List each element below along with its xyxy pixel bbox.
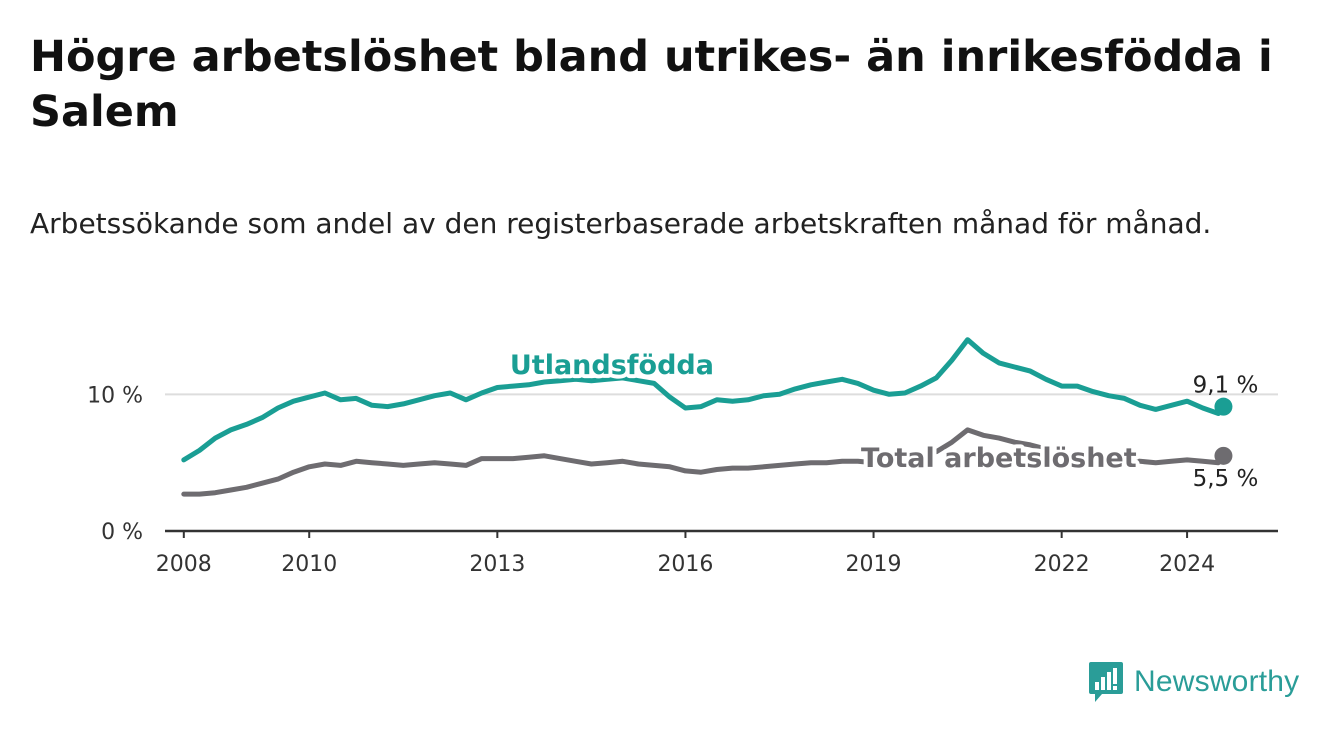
newsworthy-logo: Newsworthy [1088,660,1299,704]
line-chart: 0 % 10 % 2008 2010 2013 2016 2019 2022 2024 9,1 … [87,337,1278,577]
end-value-label-foreign: 9,1 % [1193,373,1259,399]
chart-subtitle: Arbetssökande som andel av den registerb… [30,207,1212,240]
axis-layer: 0 % 10 % 2008 2010 2013 2016 2019 2022 2024 [87,383,1278,577]
chart-title: Högre arbetslöshet bland utrikes- än inr… [30,32,1273,137]
x-tick-label: 2016 [657,552,713,577]
x-tick-label: 2019 [846,552,902,577]
x-tick-label: 2022 [1034,552,1090,577]
series-label-foreign: Utlandsfödda [510,350,714,381]
newsworthy-logo-icon [1089,662,1123,702]
end-value-label-total: 5,5 % [1193,466,1259,492]
end-point-foreign [1214,397,1233,416]
x-tick-label: 2008 [156,552,212,577]
brand-name: Newsworthy [1134,665,1300,698]
end-point-total [1214,446,1233,465]
y-tick-label: 0 % [101,520,143,545]
label-layer: 9,1 % 5,5 % Utlandsfödda Total arbetslöshet [506,346,1259,492]
series-line-foreign [181,337,1226,463]
x-tick-label: 2024 [1159,552,1215,577]
series-layer [181,337,1233,497]
y-tick-label: 10 % [87,383,143,408]
series-label-total: Total arbetslöshet [861,443,1137,474]
series-line-total [181,427,1226,497]
x-tick-label: 2013 [469,552,525,577]
x-tick-label: 2010 [281,552,337,577]
